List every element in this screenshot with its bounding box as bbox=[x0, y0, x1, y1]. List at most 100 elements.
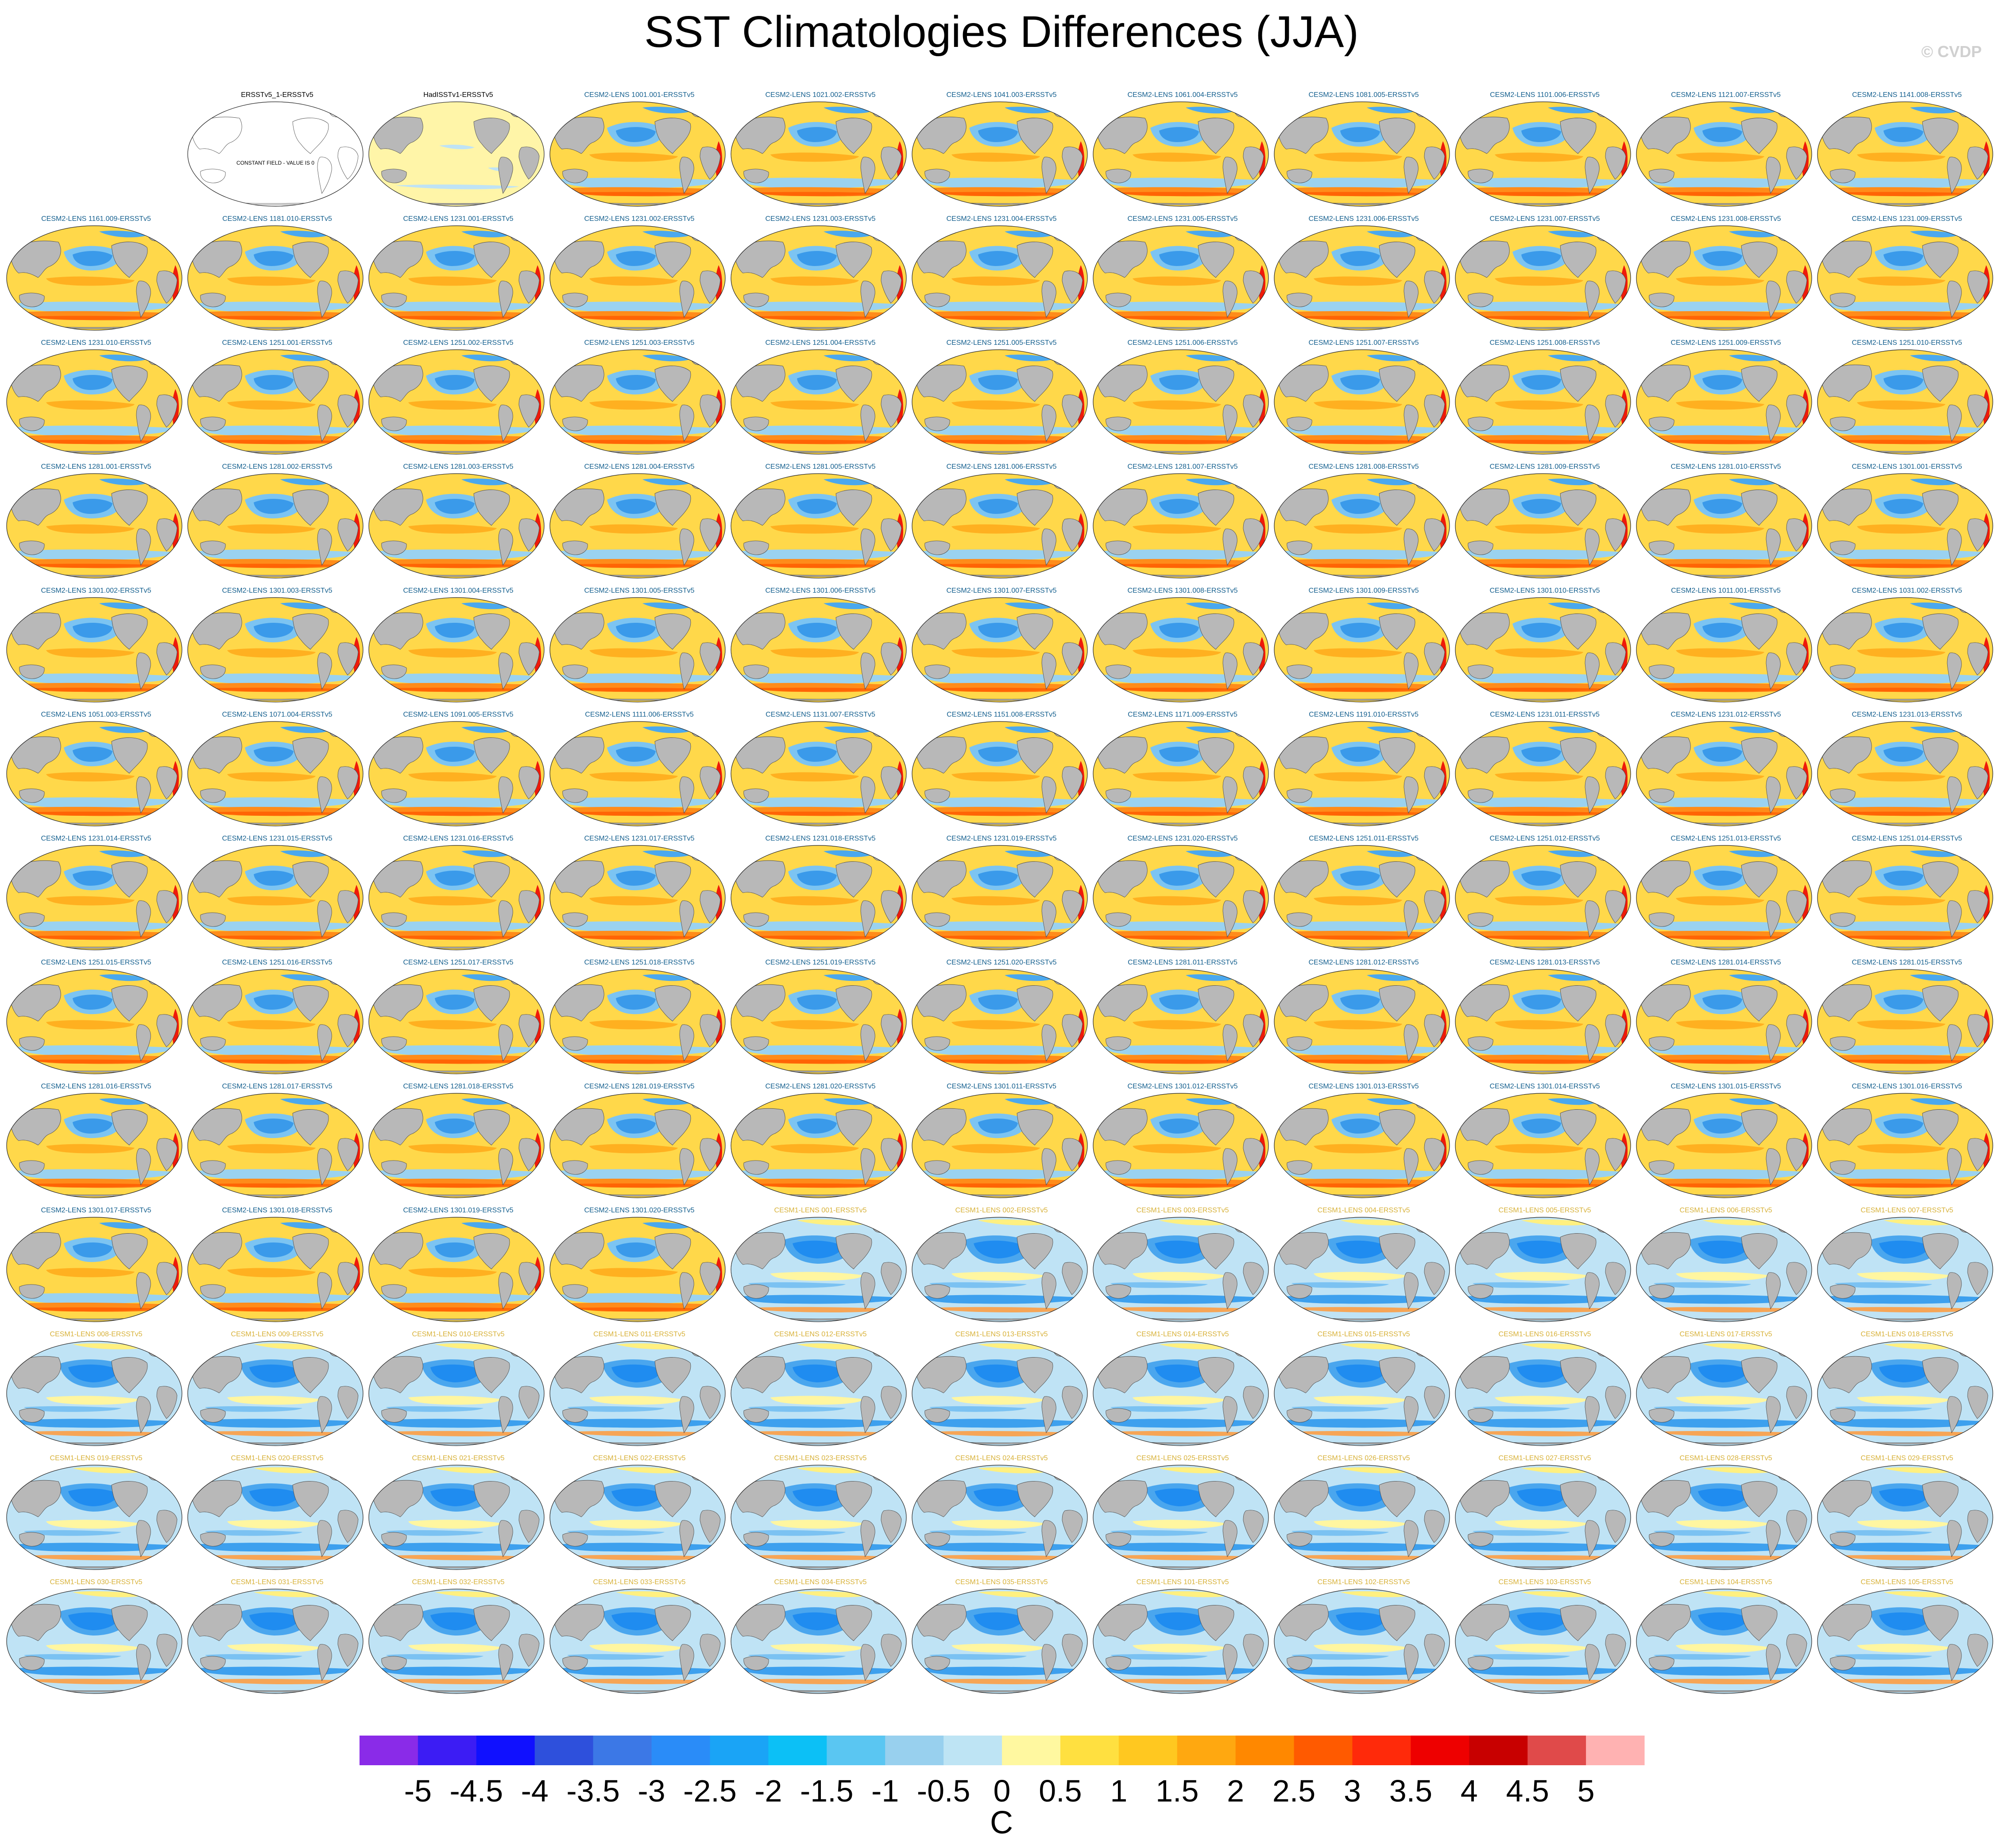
map-field bbox=[6, 1093, 182, 1198]
map-panel: CESM2-LENS 1281.018-ERSSTv5 bbox=[368, 1082, 548, 1203]
map-field bbox=[187, 1589, 363, 1694]
panel-title: CESM2-LENS 1281.002-ERSSTv5 bbox=[222, 463, 333, 471]
map-field bbox=[1636, 597, 1812, 702]
panel-title: CESM1-LENS 004-ERSSTv5 bbox=[1317, 1207, 1410, 1214]
colorbar-unit-label: C bbox=[990, 1805, 1013, 1840]
map-panel: CESM1-LENS 031-ERSSTv5 bbox=[187, 1578, 367, 1698]
map-panel: CESM2-LENS 1301.006-ERSSTv5 bbox=[731, 586, 910, 707]
map-field bbox=[187, 225, 363, 331]
map-panel: CESM2-LENS 1301.020-ERSSTv5 bbox=[549, 1206, 729, 1327]
panel-title: CESM2-LENS 1301.010-ERSSTv5 bbox=[1489, 587, 1600, 594]
panel-title: CESM2-LENS 1131.007-ERSSTv5 bbox=[766, 711, 875, 718]
map-panel: CESM2-LENS 1231.019-ERSSTv5 bbox=[912, 834, 1091, 955]
panel-title: CESM2-LENS 1251.013-ERSSTv5 bbox=[1670, 835, 1781, 842]
panel-title: CESM2-LENS 1231.011-ERSSTv5 bbox=[1490, 711, 1600, 718]
map-field bbox=[1093, 1093, 1269, 1198]
map-panel: CESM1-LENS 020-ERSSTv5 bbox=[187, 1454, 367, 1574]
map-field bbox=[912, 349, 1088, 455]
map-panel: CESM2-LENS 1301.008-ERSSTv5 bbox=[1093, 586, 1272, 707]
map-field bbox=[6, 1341, 182, 1446]
map-field bbox=[549, 473, 726, 579]
constant-field-label: CONSTANT FIELD - VALUE IS 0 bbox=[236, 160, 314, 166]
panel-title: CESM1-LENS 017-ERSSTv5 bbox=[1679, 1331, 1772, 1338]
panel-title: CESM2-LENS 1231.020-ERSSTv5 bbox=[1127, 835, 1238, 842]
panel-title: CESM2-LENS 1231.003-ERSSTv5 bbox=[765, 215, 876, 223]
panel-title: CESM2-LENS 1301.012-ERSSTv5 bbox=[1127, 1083, 1238, 1090]
panel-title: CESM2-LENS 1251.002-ERSSTv5 bbox=[403, 339, 514, 347]
figure-title: SST Climatologies Differences (JJA) bbox=[644, 7, 1359, 57]
map-field bbox=[1636, 1093, 1812, 1198]
map-field bbox=[187, 1093, 363, 1198]
map-panel: CESM1-LENS 010-ERSSTv5 bbox=[368, 1330, 548, 1451]
map-panel: CESM1-LENS 027-ERSSTv5 bbox=[1455, 1454, 1635, 1574]
map-field bbox=[187, 1217, 363, 1322]
map-field bbox=[6, 721, 182, 826]
map-field bbox=[731, 597, 907, 702]
panel-title: CESM2-LENS 1051.003-ERSSTv5 bbox=[41, 711, 151, 718]
map-panel: CESM2-LENS 1301.013-ERSSTv5 bbox=[1274, 1082, 1454, 1203]
panel-title: CESM2-LENS 1231.006-ERSSTv5 bbox=[1308, 215, 1419, 223]
map-panel: CESM2-LENS 1091.005-ERSSTv5 bbox=[368, 710, 548, 831]
map-panel: CESM2-LENS 1121.007-ERSSTv5 bbox=[1636, 91, 1816, 211]
panel-title: CESM2-LENS 1151.008-ERSSTv5 bbox=[947, 711, 1056, 718]
panel-title: CESM2-LENS 1251.020-ERSSTv5 bbox=[946, 959, 1057, 966]
map-field bbox=[912, 969, 1088, 1074]
map-field bbox=[1455, 473, 1631, 579]
map-panel: CESM2-LENS 1061.004-ERSSTv5 bbox=[1093, 91, 1272, 211]
map-field bbox=[549, 349, 726, 455]
map-field bbox=[368, 225, 545, 331]
map-field bbox=[912, 225, 1088, 331]
panel-title: CESM2-LENS 1231.001-ERSSTv5 bbox=[403, 215, 514, 223]
map-panel: CESM2-LENS 1231.011-ERSSTv5 bbox=[1455, 710, 1635, 831]
panel-title: CESM1-LENS 021-ERSSTv5 bbox=[412, 1454, 505, 1462]
map-panel: CESM1-LENS 022-ERSSTv5 bbox=[549, 1454, 729, 1574]
map-panel: CESM2-LENS 1231.005-ERSSTv5 bbox=[1093, 215, 1272, 335]
panel-title: CESM1-LENS 035-ERSSTv5 bbox=[955, 1578, 1048, 1586]
panel-title: CESM2-LENS 1171.009-ERSSTv5 bbox=[1128, 711, 1237, 718]
panel-title: CESM2-LENS 1281.012-ERSSTv5 bbox=[1308, 959, 1419, 966]
map-panel: CESM2-LENS 1301.009-ERSSTv5 bbox=[1274, 586, 1454, 707]
map-panel: CESM2-LENS 1281.003-ERSSTv5 bbox=[368, 463, 548, 583]
map-field bbox=[187, 1465, 363, 1570]
map-field bbox=[731, 101, 907, 207]
map-panel: CESM1-LENS 012-ERSSTv5 bbox=[731, 1330, 910, 1451]
map-panel: CESM1-LENS 033-ERSSTv5 bbox=[549, 1578, 729, 1698]
map-field bbox=[912, 721, 1088, 826]
map-field bbox=[1093, 845, 1269, 950]
map-panel: CESM1-LENS 018-ERSSTv5 bbox=[1817, 1330, 1997, 1451]
panel-title: CESM2-LENS 1281.005-ERSSTv5 bbox=[765, 463, 876, 471]
map-panel: CESM2-LENS 1051.003-ERSSTv5 bbox=[6, 710, 186, 831]
map-panel: CESM2-LENS 1231.009-ERSSTv5 bbox=[1817, 215, 1997, 335]
panel-title: HadISSTv1-ERSSTv5 bbox=[423, 91, 493, 99]
panel-title: CESM2-LENS 1281.009-ERSSTv5 bbox=[1489, 463, 1600, 471]
map-field bbox=[1817, 473, 1993, 579]
map-panel: CESM2-LENS 1281.008-ERSSTv5 bbox=[1274, 463, 1454, 583]
map-panel: CESM2-LENS 1251.019-ERSSTv5 bbox=[731, 958, 910, 1079]
map-field bbox=[731, 225, 907, 331]
map-field bbox=[1817, 1589, 1993, 1694]
map-field bbox=[1274, 225, 1450, 331]
map-field bbox=[1817, 1341, 1993, 1446]
panel-title: CESM1-LENS 009-ERSSTv5 bbox=[231, 1331, 324, 1338]
map-field bbox=[1093, 1217, 1269, 1322]
map-panel: CESM2-LENS 1281.009-ERSSTv5 bbox=[1455, 463, 1635, 583]
map-panel: CESM2-LENS 1281.007-ERSSTv5 bbox=[1093, 463, 1272, 583]
map-field bbox=[368, 1093, 545, 1198]
map-panel: CESM2-LENS 1251.009-ERSSTv5 bbox=[1636, 339, 1816, 459]
map-field bbox=[1636, 1217, 1812, 1322]
map-panel: CESM2-LENS 1251.016-ERSSTv5 bbox=[187, 958, 367, 1079]
map-field bbox=[368, 1589, 545, 1694]
map-panel: CESM2-LENS 1231.006-ERSSTv5 bbox=[1274, 215, 1454, 335]
map-panel: CESM2-LENS 1251.012-ERSSTv5 bbox=[1455, 834, 1635, 955]
panel-title: CESM1-LENS 002-ERSSTv5 bbox=[955, 1207, 1048, 1214]
panel-title: CESM2-LENS 1231.005-ERSSTv5 bbox=[1127, 215, 1238, 223]
map-field bbox=[1093, 473, 1269, 579]
panel-title: CESM2-LENS 1281.004-ERSSTv5 bbox=[584, 463, 695, 471]
panel-title: ERSSTv5_1-ERSSTv5 bbox=[241, 91, 313, 99]
map-panel: CESM1-LENS 001-ERSSTv5 bbox=[731, 1206, 910, 1327]
panel-title: CESM2-LENS 1231.010-ERSSTv5 bbox=[41, 339, 151, 347]
map-field bbox=[1274, 1465, 1450, 1570]
panel-title: CESM1-LENS 103-ERSSTv5 bbox=[1498, 1578, 1591, 1586]
map-panel: CESM2-LENS 1251.010-ERSSTv5 bbox=[1817, 339, 1997, 459]
map-panel: CESM2-LENS 1301.016-ERSSTv5 bbox=[1817, 1082, 1997, 1203]
